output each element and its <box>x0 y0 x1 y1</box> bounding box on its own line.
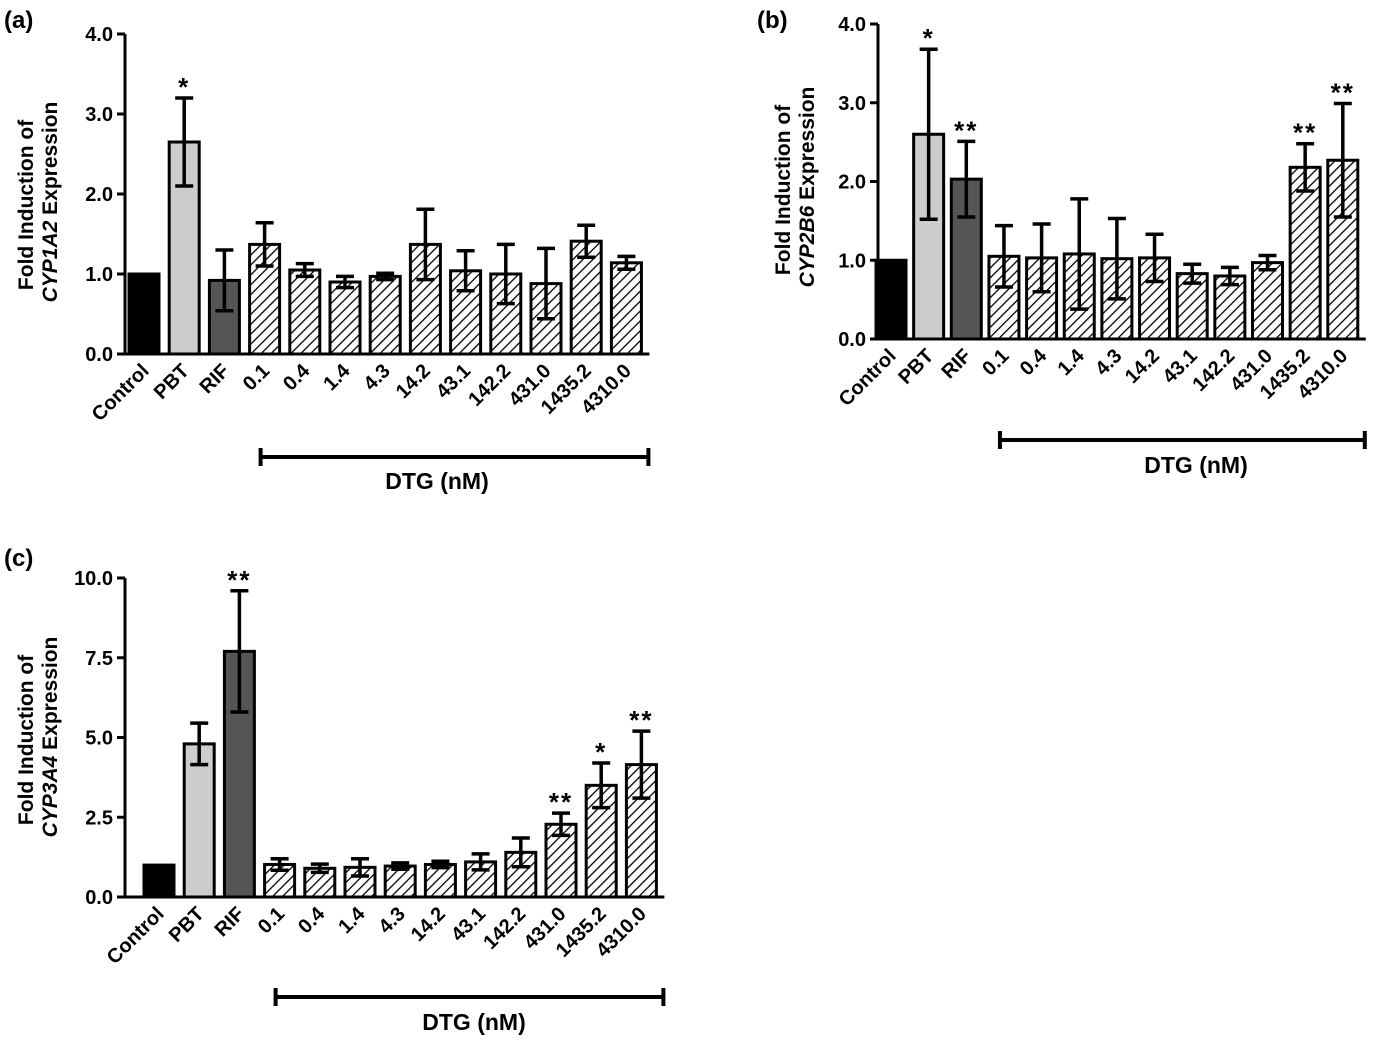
y-axis-label: Fold Induction of CYP1A2 Expression <box>15 102 62 303</box>
bracket-label: DTG (nM) <box>385 468 488 494</box>
bar-Control <box>874 258 908 341</box>
bar-Control <box>142 863 176 899</box>
y-tick-label: 7.5 <box>85 648 113 670</box>
x-tick-label: 14.2 <box>407 903 450 946</box>
y-axis-label-line1: Fold Induction of <box>772 104 795 275</box>
significance-marker: ** <box>1293 118 1317 148</box>
significance-marker: ** <box>1331 78 1355 108</box>
x-tick-label: 0.1 <box>239 360 274 395</box>
panel-c: (c) Fold Induction of CYP3A4 Expression … <box>4 545 666 1035</box>
significance-marker: ** <box>227 565 251 595</box>
bar-1.4 <box>328 280 362 356</box>
significance-marker: * <box>595 737 607 767</box>
bar-14.2 <box>408 242 442 356</box>
x-tick-label: PBT <box>165 903 209 947</box>
x-tick-label: 14.2 <box>392 360 435 403</box>
y-axis-label-suffix: Expression <box>39 102 62 221</box>
panel-label: (b) <box>757 7 788 34</box>
y-tick-label: 1.0 <box>85 264 113 286</box>
x-tick-label: 1.4 <box>334 902 370 938</box>
y-tick-label: 2.5 <box>85 807 113 829</box>
x-tick-label: 0.4 <box>279 359 315 395</box>
y-axis-label-suffix: Expression <box>796 87 819 206</box>
bar-4.3 <box>368 274 402 356</box>
x-tick-label: 0.1 <box>254 903 289 938</box>
bracket-label: DTG (nM) <box>1144 452 1247 478</box>
y-axis-label-suffix: Expression <box>39 637 62 756</box>
significance-marker: * <box>923 23 935 53</box>
significance-marker: ** <box>629 705 653 735</box>
y-axis-label-line1: Fold Induction of <box>15 119 38 290</box>
y-tick-label: 5.0 <box>85 728 113 750</box>
x-tick-label: 142.2 <box>479 903 530 954</box>
bar-431.0 <box>1251 261 1284 341</box>
bar-1435.2 <box>569 239 603 356</box>
x-tick-label: Control <box>103 903 169 969</box>
bar-Control <box>127 272 161 356</box>
x-tick-label: Control <box>88 360 154 426</box>
significance-marker: ** <box>549 787 573 817</box>
panel-label: (a) <box>4 7 33 34</box>
x-tick-label: Control <box>835 345 901 411</box>
y-tick-label: 0.0 <box>85 344 113 366</box>
y-tick-label: 0.0 <box>838 329 866 351</box>
bar-1435.2 <box>1288 165 1322 341</box>
y-tick-label: 3.0 <box>838 93 866 115</box>
y-tick-label: 4.0 <box>838 14 866 36</box>
y-tick-label: 3.0 <box>85 104 113 126</box>
y-tick-label: 10.0 <box>74 568 113 590</box>
bar-4310.0 <box>609 261 643 356</box>
bar-PBT <box>912 132 946 341</box>
significance-marker: * <box>178 72 190 102</box>
x-tick-label: 0.4 <box>1016 344 1052 380</box>
x-tick-label: 1.4 <box>1054 344 1090 380</box>
x-tick-label: PBT <box>150 360 194 404</box>
x-tick-label: 4.3 <box>1091 345 1126 380</box>
y-axis-label-line1: Fold Induction of <box>15 654 38 825</box>
y-tick-label: 2.0 <box>85 184 113 206</box>
y-tick-label: 4.0 <box>85 24 113 46</box>
x-tick-label: 1.4 <box>319 359 355 395</box>
x-tick-label: 4.3 <box>375 903 410 938</box>
significance-marker: ** <box>954 115 978 145</box>
x-tick-label: 0.4 <box>294 902 330 938</box>
y-axis-label-gene: CYP1A2 <box>39 220 62 302</box>
y-axis-label: Fold Induction of CYP3A4 Expression <box>15 637 62 838</box>
panel-a: (a) Fold Induction of CYP1A2 Expression … <box>4 7 651 494</box>
x-tick-label: 4.3 <box>360 360 395 395</box>
y-tick-label: 2.0 <box>838 172 866 194</box>
x-tick-label: 0.1 <box>978 345 1013 380</box>
y-axis-label-gene: CYP2B6 <box>796 205 819 287</box>
y-tick-label: 0.0 <box>85 887 113 909</box>
bar-PBT <box>182 742 216 899</box>
y-tick-label: 1.0 <box>838 250 866 272</box>
y-axis-label-gene: CYP3A4 <box>39 755 62 837</box>
x-tick-label: RIF <box>211 903 249 941</box>
bar-43.1 <box>464 860 498 899</box>
x-tick-label: 142.2 <box>1188 345 1239 396</box>
panel-b: (b) Fold Induction of CYP2B6 Expression … <box>757 7 1367 478</box>
bar-0.4 <box>288 268 322 356</box>
x-tick-label: PBT <box>894 345 938 389</box>
x-tick-label: 142.2 <box>464 360 515 411</box>
x-tick-label: RIF <box>937 345 975 383</box>
bracket-label: DTG (nM) <box>422 1009 525 1035</box>
y-axis-label: Fold Induction of CYP2B6 Expression <box>772 87 819 288</box>
panel-label: (c) <box>4 545 33 572</box>
x-tick-label: RIF <box>196 360 234 398</box>
x-tick-label: 14.2 <box>1121 345 1164 388</box>
